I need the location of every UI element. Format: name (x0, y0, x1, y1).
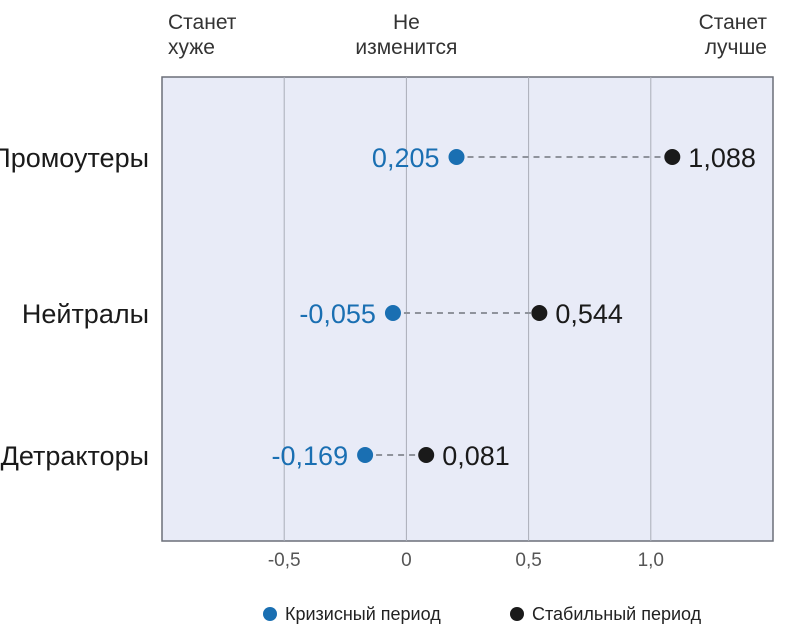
top-label-line: Станет (699, 11, 768, 34)
stable-value-label: 0,081 (442, 441, 510, 471)
x-tick-label: 0 (401, 550, 412, 571)
data-marks: 0,205 1,088 -0,055 0,544 -0,169 0,081 (272, 143, 756, 471)
x-tick-label: -0,5 (268, 550, 301, 571)
top-label-line: изменится (355, 36, 457, 59)
x-tick-label: 1,0 (638, 550, 664, 571)
top-label: Не изменится (355, 11, 457, 59)
top-label-line: Не (393, 11, 420, 34)
crisis-value-label: 0,205 (372, 143, 440, 173)
stable-value-label: 0,544 (555, 299, 623, 329)
top-label: Станет хуже (168, 11, 237, 59)
grid-lines (283, 77, 652, 541)
x-axis-tick-labels: -0,5 0 0,5 1,0 (268, 550, 664, 571)
stable-point (531, 305, 548, 321)
stable-point (664, 149, 681, 165)
legend: Кризисный период Стабильный период (263, 604, 702, 624)
legend-marker (263, 607, 277, 621)
crisis-value-label: -0,055 (299, 299, 376, 329)
crisis-value-label: -0,169 (272, 441, 349, 471)
top-label-line: Станет (168, 11, 237, 34)
category-labels: Промоутеры Нейтралы Детракторы (0, 143, 149, 471)
plot-area (161, 76, 774, 542)
crisis-point (448, 149, 465, 165)
crisis-point (384, 305, 401, 321)
stable-value-label: 1,088 (688, 143, 756, 173)
top-label-line: лучше (705, 36, 767, 59)
category-label: Нейтралы (22, 299, 149, 329)
category-label: Промоутеры (0, 143, 149, 173)
crisis-point (357, 447, 374, 463)
legend-marker (510, 607, 524, 621)
top-label: Станет лучше (699, 11, 768, 59)
category-label: Детракторы (1, 441, 149, 471)
legend-label: Стабильный период (532, 604, 702, 624)
legend-label: Кризисный период (285, 604, 441, 624)
stable-point (418, 447, 435, 463)
top-label-line: хуже (168, 36, 215, 59)
x-tick-label: 0,5 (515, 550, 541, 571)
